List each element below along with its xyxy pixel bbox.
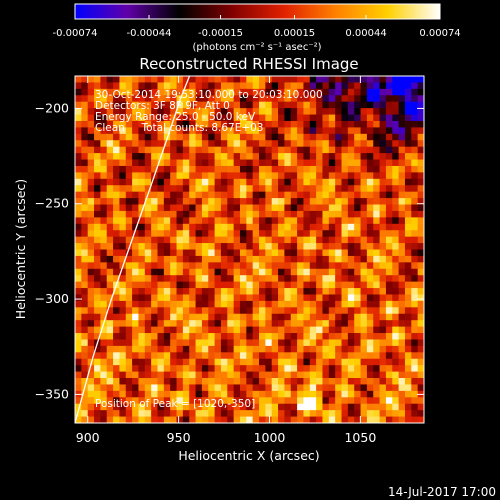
- x-axis-label: Heliocentric X (arcsec): [178, 448, 319, 463]
- energy-range-text: Energy Range: 25.0 - 50.0 keV: [95, 111, 256, 123]
- detectors-text: Detectors: 3F 8F 9F, Att 0: [95, 100, 230, 112]
- colorbar-unit-label: (photons cm⁻² s⁻¹ asec⁻²): [192, 42, 321, 53]
- solar-limb-curve: [75, 76, 191, 423]
- y-tick-label: −200: [35, 100, 69, 115]
- colorbar-ticks: -0.00074 -0.00044 -0.00015 0.00015 0.00044 0.…: [53, 15, 461, 39]
- colorbar-tick-label: 0.00074: [419, 28, 460, 39]
- clean-counts-text: Clean Total counts: 8.67E+03: [95, 122, 264, 134]
- colorbar-tick-label: -0.00015: [198, 28, 243, 39]
- colorbar-tick-label: 0.00015: [274, 28, 315, 39]
- x-tick-label: 1050: [344, 430, 376, 445]
- y-tick-label: −250: [35, 196, 69, 211]
- peak-position-text: Position of Peak = [1020,-350]: [95, 398, 255, 410]
- time-range-text: 30-Oct-2014 19:53:10.000 to 20:03:10.000: [95, 89, 323, 101]
- colorbar: [75, 4, 440, 19]
- y-axis-label: Heliocentric Y (arcsec): [13, 179, 28, 319]
- heatmap-image: [75, 76, 424, 423]
- y-tick-label: −300: [35, 291, 69, 306]
- x-tick-label: 1000: [254, 430, 286, 445]
- x-tick-label: 900: [76, 430, 100, 445]
- plot-frame: [74, 75, 425, 424]
- colorbar-tick-label: -0.00074: [53, 28, 98, 39]
- footer-date: 14-Jul-2017 17:00: [388, 485, 496, 499]
- axis-ticks: 900 950 1000 1050 −200 −250 −300 −350: [35, 76, 424, 445]
- colorbar-tick-label: 0.00044: [345, 28, 386, 39]
- chart-title: Reconstructed RHESSI Image: [139, 55, 358, 73]
- y-tick-label: −350: [35, 386, 69, 401]
- colorbar-tick-label: -0.00044: [127, 28, 172, 39]
- x-tick-label: 950: [167, 430, 191, 445]
